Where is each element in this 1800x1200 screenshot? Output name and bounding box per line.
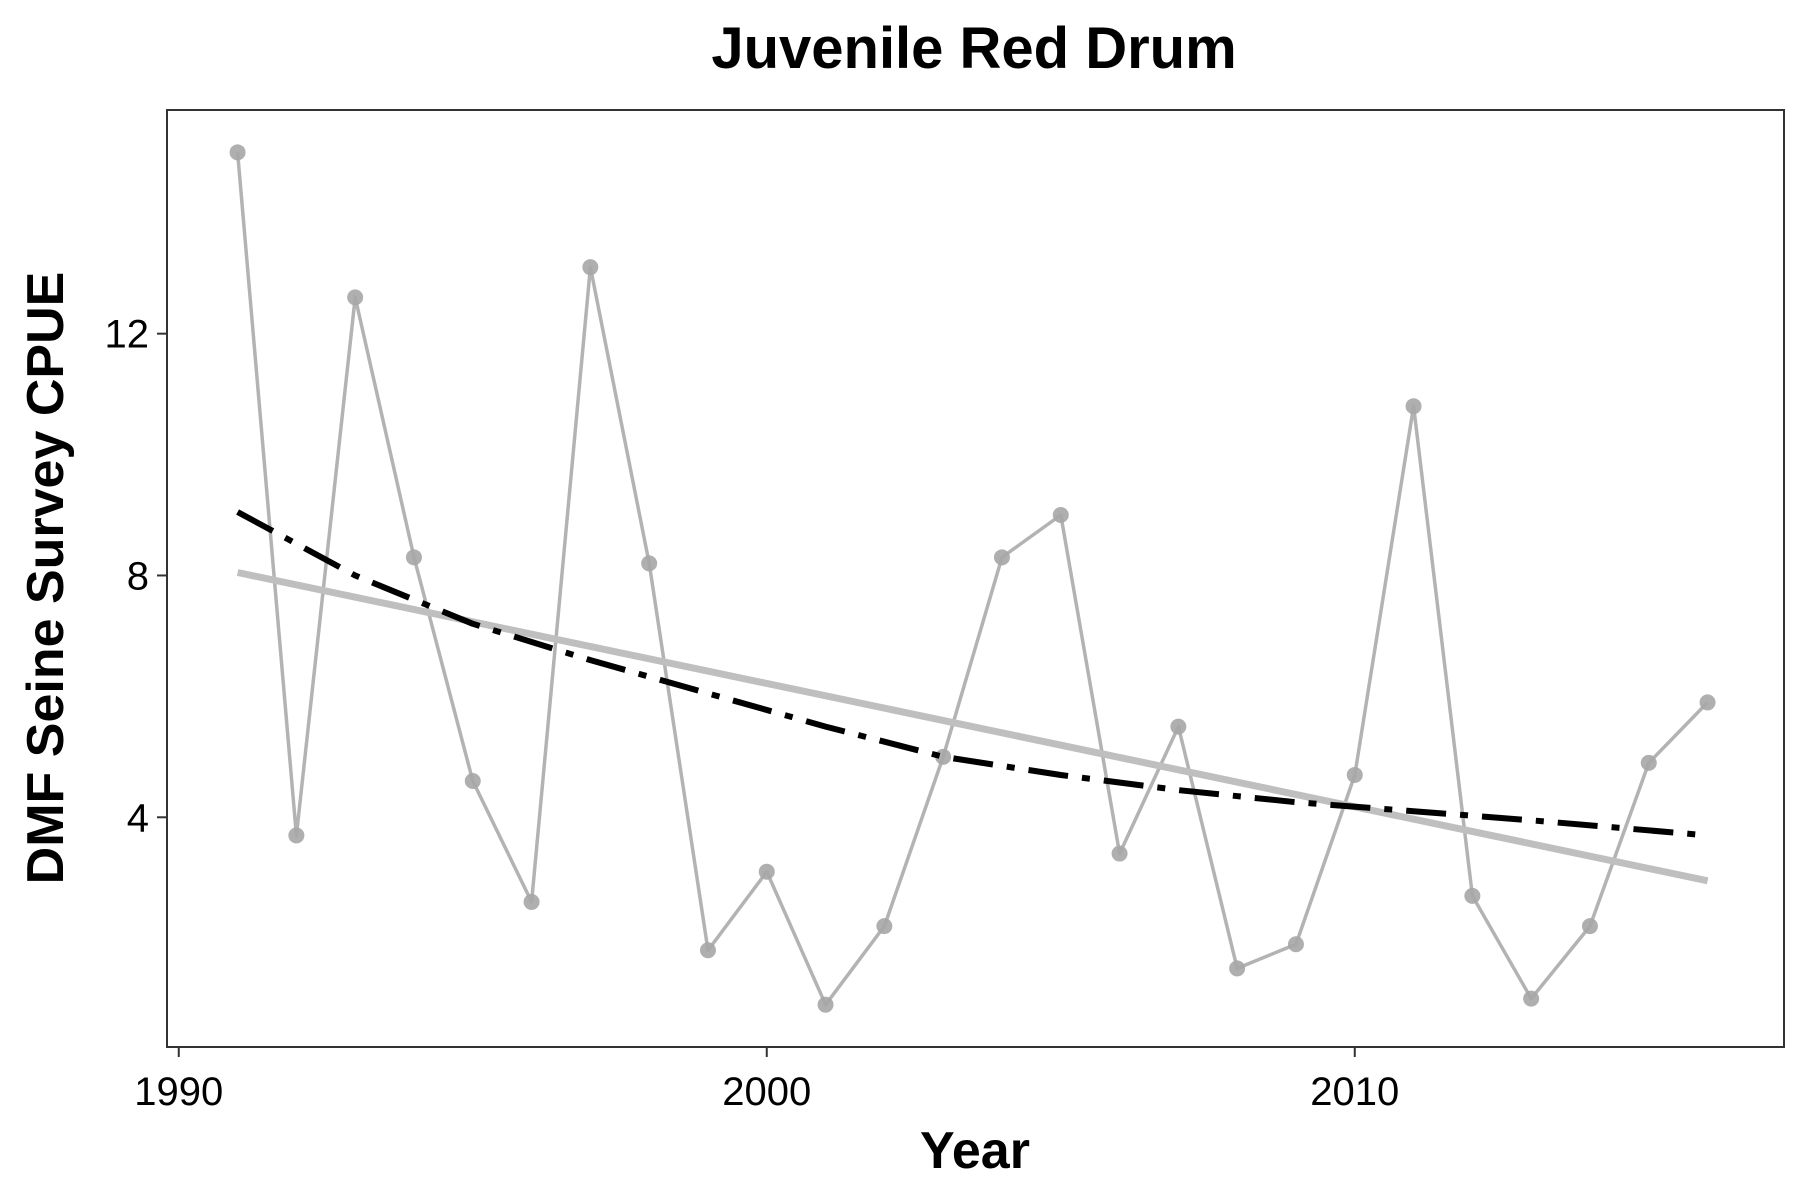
data-point (641, 555, 658, 572)
y-tick-label: 8 (127, 554, 149, 598)
data-point (1523, 990, 1540, 1007)
data-point (288, 827, 305, 844)
data-point (1287, 936, 1304, 953)
data-point (1170, 718, 1187, 735)
data-point (993, 549, 1010, 566)
data-point (876, 918, 893, 935)
x-tick-label: 2000 (722, 1070, 811, 1114)
x-tick-label: 1990 (134, 1070, 223, 1114)
y-axis: 4 8 12 (105, 313, 167, 840)
data-point (1052, 507, 1069, 524)
data-point (523, 893, 540, 910)
data-point (1464, 887, 1481, 904)
data-point (229, 144, 246, 161)
data-point (1640, 754, 1657, 771)
data-point (1405, 398, 1422, 415)
data-point (464, 773, 481, 790)
data-point (405, 549, 422, 566)
linear-trend-line (236, 569, 1709, 885)
data-point (1229, 960, 1246, 977)
y-tick-label: 4 (127, 796, 149, 840)
curve-trend-line (236, 509, 1708, 839)
data-point (699, 942, 716, 959)
x-tick-label: 2010 (1310, 1070, 1399, 1114)
y-tick-label: 12 (105, 313, 150, 357)
data-point (1346, 766, 1363, 783)
data-point (1581, 918, 1598, 935)
plot-frame (166, 109, 1785, 1048)
data-point (1111, 845, 1128, 862)
data-point (817, 996, 834, 1013)
x-axis: 1990 2000 2010 (134, 1047, 1399, 1114)
chart-title: Juvenile Red Drum (711, 16, 1236, 81)
plot-area (229, 144, 1716, 1013)
data-point (758, 863, 775, 880)
x-axis-label: Year (920, 1122, 1030, 1180)
data-point (582, 259, 599, 276)
data-point (347, 289, 364, 306)
data-point (1699, 694, 1716, 711)
y-axis-label: DMF Seine Survey CPUE (17, 272, 75, 885)
